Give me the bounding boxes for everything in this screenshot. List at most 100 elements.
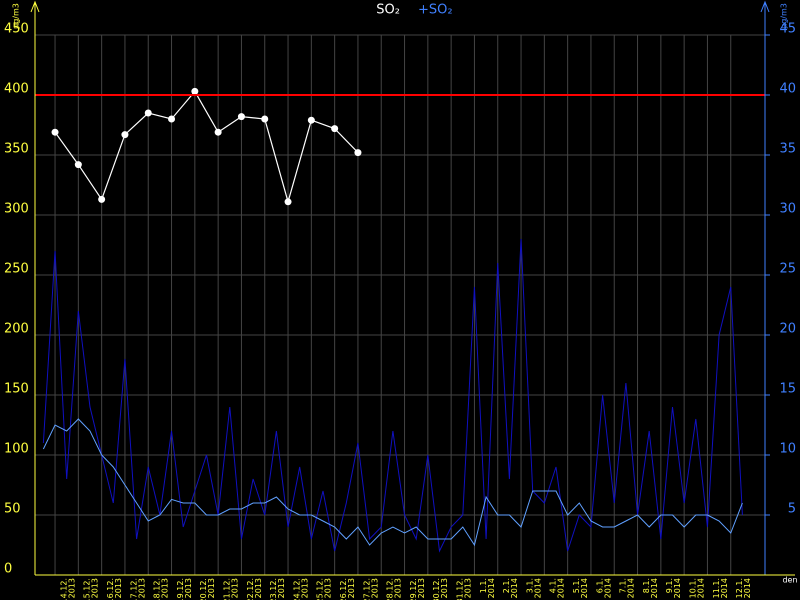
chart-title: SO₂ — [376, 3, 400, 18]
y2-tick-label: 15 — [779, 382, 796, 397]
x-tick-year: 2014 — [627, 578, 636, 598]
x-tick-year: 2013 — [277, 578, 286, 598]
data-point — [354, 149, 362, 157]
x-tick-year: 2013 — [417, 578, 426, 598]
x-tick-label: 21.12. — [222, 578, 231, 600]
x-tick-label: 6.1. — [595, 578, 604, 593]
x-tick-year: 2014 — [557, 578, 566, 598]
x-tick-label: 1.1. — [479, 578, 488, 593]
x-tick-label: 24.12. — [292, 578, 301, 600]
x-tick-label: 20.12. — [199, 578, 208, 600]
x-tick-year: 2013 — [91, 578, 100, 598]
series-line — [42, 418, 743, 547]
x-label: den — [782, 576, 797, 585]
data-point — [121, 131, 129, 139]
y2-tick-label: 25 — [779, 262, 796, 277]
y-tick-label: 400 — [4, 82, 29, 97]
data-point — [237, 113, 245, 121]
y-tick-label: 50 — [4, 502, 21, 517]
x-tick-label: 25.12. — [316, 578, 325, 600]
data-point — [261, 115, 269, 123]
data-point — [307, 116, 315, 124]
x-tick-year: 2013 — [207, 578, 216, 598]
x-tick-label: 27.12. — [362, 578, 371, 600]
x-tick-year: 2013 — [370, 578, 379, 598]
y-tick-label: 100 — [4, 442, 29, 457]
series-line — [54, 90, 359, 204]
x-tick-label: 30.12. — [432, 578, 441, 600]
x-tick-label: 22.12. — [246, 578, 255, 600]
x-tick-year: 2013 — [161, 578, 170, 598]
chart-subtitle: +SO₂ — [418, 3, 453, 18]
data-point — [144, 109, 152, 117]
x-tick-label: 17.12. — [129, 578, 138, 600]
x-tick-label: 14.12. — [59, 578, 68, 600]
x-tick-year: 2013 — [347, 578, 356, 598]
y2-tick-label: 5 — [788, 502, 796, 517]
y2-tick-label: 20 — [779, 322, 796, 337]
data-point — [98, 195, 106, 203]
data-point — [331, 125, 339, 133]
x-tick-label: 26.12. — [339, 578, 348, 600]
x-tick-year: 2013 — [230, 578, 239, 598]
x-tick-label: 2.1. — [502, 578, 511, 593]
x-tick-label: 31.12. — [455, 578, 464, 600]
x-tick-label: 10.1. — [688, 578, 697, 598]
x-tick-year: 2014 — [696, 578, 705, 598]
x-tick-year: 2014 — [487, 578, 496, 598]
x-tick-label: 15.12. — [83, 578, 92, 600]
y-axis-arrow — [30, 0, 40, 13]
y-tick-label: 150 — [4, 382, 29, 397]
y2-tick-label: 45 — [779, 22, 796, 37]
x-tick-label: 12.1. — [735, 578, 744, 598]
x-tick-label: 23.12. — [269, 578, 278, 600]
x-tick-year: 2014 — [580, 578, 589, 598]
x-tick-year: 2013 — [67, 578, 76, 598]
y2-tick-label: 35 — [779, 142, 796, 157]
x-tick-year: 2014 — [510, 578, 519, 598]
x-tick-year: 2014 — [720, 578, 729, 598]
y-tick-label: 300 — [4, 202, 29, 217]
x-tick-year: 2013 — [254, 578, 263, 598]
y-tick-label: 350 — [4, 142, 29, 157]
x-tick-label: 5.1. — [572, 578, 581, 593]
x-tick-year: 2013 — [184, 578, 193, 598]
data-point — [214, 128, 222, 136]
x-tick-label: 8.1. — [642, 578, 651, 593]
data-point — [284, 198, 292, 206]
y2-unit: µg/m3 — [780, 3, 789, 29]
x-tick-year: 2013 — [394, 578, 403, 598]
y2-tick-label: 30 — [779, 202, 796, 217]
x-tick-year: 2014 — [603, 578, 612, 598]
y2-tick-label: 40 — [779, 82, 796, 97]
y2-tick-label: 10 — [779, 442, 796, 457]
x-tick-year: 2013 — [324, 578, 333, 598]
x-tick-year: 2014 — [533, 578, 542, 598]
x-tick-label: 18.12. — [153, 578, 162, 600]
x-tick-label: 7.1. — [619, 578, 628, 593]
y-unit: µg/m3 — [12, 3, 21, 29]
data-point — [74, 161, 82, 169]
x-tick-year: 2014 — [673, 578, 682, 598]
x-tick-label: 3.1. — [525, 578, 534, 593]
data-point — [191, 87, 199, 95]
y-tick-label: 250 — [4, 262, 29, 277]
x-tick-year: 2014 — [743, 578, 752, 598]
x-tick-year: 2013 — [137, 578, 146, 598]
x-tick-year: 2013 — [440, 578, 449, 598]
x-tick-label: 4.1. — [549, 578, 558, 593]
y2-axis-arrow — [760, 0, 770, 13]
x-tick-label: 19.12. — [176, 578, 185, 600]
x-tick-label: 16.12. — [106, 578, 115, 600]
x-tick-year: 2013 — [463, 578, 472, 598]
x-tick-year: 2013 — [300, 578, 309, 598]
data-point — [168, 115, 176, 123]
y-tick-label: 450 — [4, 22, 29, 37]
x-tick-label: 29.12. — [409, 578, 418, 600]
data-point — [51, 128, 59, 136]
y-tick-label: 0 — [4, 562, 12, 577]
x-tick-year: 2014 — [650, 578, 659, 598]
x-tick-label: 11.1. — [712, 578, 721, 598]
